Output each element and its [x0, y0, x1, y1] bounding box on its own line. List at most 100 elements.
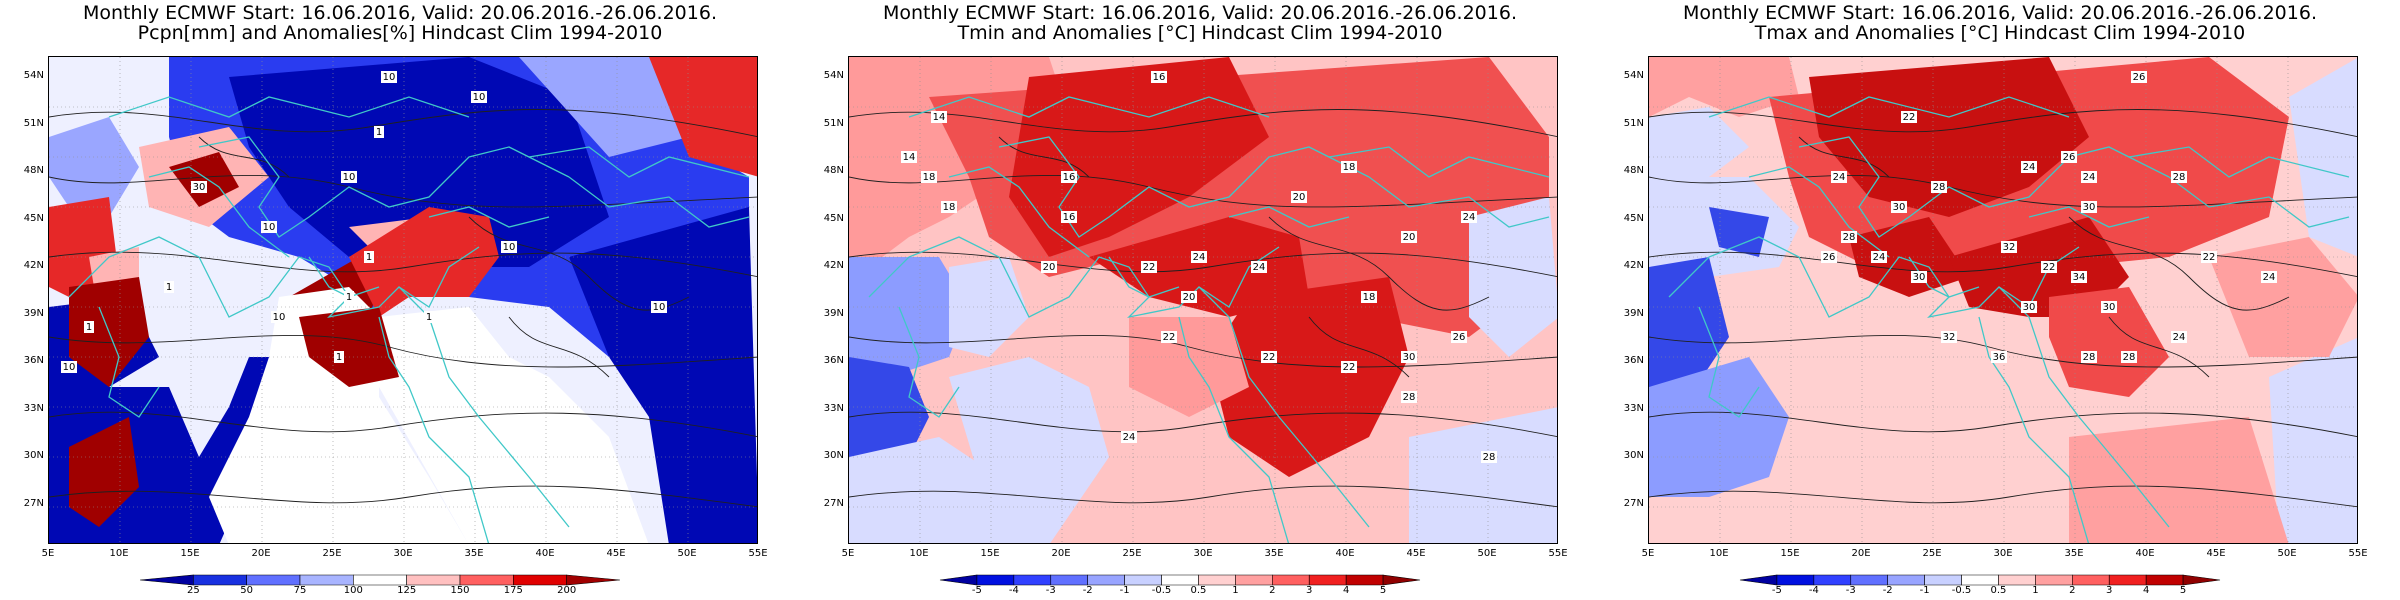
colorbar-segment: [1998, 574, 2036, 586]
colorbar-label: -0.5: [1951, 585, 1972, 596]
precipitation-panel: Monthly ECMWF Start: 16.06.2016, Valid: …: [0, 0, 800, 600]
contour-label-background: [2071, 271, 2087, 283]
coastline: [1698, 306, 1760, 418]
colorbar-segment: [1813, 574, 1852, 586]
coastline: [98, 306, 160, 418]
latitude-label: 33N: [1623, 402, 1644, 414]
contour-label-background: [471, 91, 487, 103]
colorbar-label: 3: [1306, 585, 1313, 596]
colorbar-segment: [2072, 574, 2110, 586]
latitude-label: 33N: [823, 402, 844, 414]
precipitation-map-canvas: 10 10 1 10 30 10 10 1 1 10 1 1 1 10 10 1: [49, 57, 757, 543]
colorbar-segment: [2145, 574, 2184, 586]
contour-label-background: [1161, 331, 1177, 343]
contour-label-background: [2041, 261, 2057, 273]
contour-line: [849, 334, 1557, 368]
contour-label: 14: [933, 112, 946, 123]
contour-label-background: [381, 71, 397, 83]
contour-label: 20: [1183, 292, 1196, 303]
longitude-label: 50E: [677, 548, 697, 559]
contour-label: 32: [1943, 332, 1956, 343]
latitude-label: 51N: [823, 117, 844, 129]
colorbar-label: -4: [1008, 585, 1019, 596]
latitude-label: 30N: [823, 450, 844, 462]
colorbar-label: -3: [1045, 585, 1056, 596]
latitude-label: 54N: [823, 70, 844, 81]
contour-label: 10: [473, 92, 486, 103]
colorbar-label: -0.5: [1151, 585, 1172, 596]
contour-label-background: [1261, 351, 1277, 363]
longitude-label: 55E: [1548, 548, 1568, 559]
latitude-label: 30N: [1623, 450, 1644, 462]
anomaly-area: [1649, 357, 1789, 497]
tmin-map-canvas: 14 16 16 18 14 18 18 20 16 20 22 20 24 22 24 18 20 24 26 30…: [849, 57, 1557, 543]
contour-label-background: [1831, 171, 1847, 183]
colorbar-label: -5: [971, 585, 982, 596]
contour-label: 28: [1843, 232, 1856, 243]
colorbar-label: 4: [1342, 585, 1350, 596]
contour-label: 22: [1343, 362, 1356, 373]
latitude-label: 27N: [23, 498, 44, 509]
contour-label: 26: [2133, 72, 2146, 83]
contour-label: 36: [1993, 352, 2006, 363]
colorbar-segment: [1272, 574, 1310, 586]
colorbar-segment: [1198, 574, 1236, 586]
colorbar-segment: [353, 574, 407, 586]
contour-label: 24: [1463, 212, 1476, 223]
longitude-label: 30E: [1993, 548, 2013, 559]
coastline: [108, 96, 470, 118]
coastline: [308, 256, 380, 298]
contour-line: [49, 485, 757, 508]
contour-label: 22: [1143, 262, 1156, 273]
colorbar-segment: [406, 574, 461, 586]
contour-line: [849, 251, 1557, 278]
coastline: [898, 306, 960, 418]
colorbar-label: 125: [397, 585, 417, 596]
contour-label-background: [84, 321, 94, 333]
colorbar-segment: [566, 574, 621, 586]
contour-line: [49, 334, 757, 368]
contour-label: 28: [2173, 172, 2186, 183]
contour-label-background: [1891, 201, 1907, 213]
colorbar-segment: [246, 574, 301, 586]
contour-label: 1: [346, 292, 352, 303]
coastline: [868, 236, 1280, 319]
contour-line: [49, 174, 757, 208]
coastline: [148, 166, 290, 258]
colorbar-segment: [513, 574, 567, 586]
colorbar-label: 175: [503, 585, 523, 596]
contour-line: [1649, 174, 2357, 208]
tmin-map: 14 16 16 18 14 18 18 20 16 20 22 20 24 22 24 18 20 24 26 30…: [848, 56, 1558, 544]
contour-label-background: [1141, 261, 1157, 273]
contour-label: 24: [2023, 162, 2036, 173]
coastline: [1748, 166, 1890, 258]
contour-label-background: [2261, 271, 2277, 283]
contour-label-background: [2081, 171, 2097, 183]
latitude-label: 27N: [823, 498, 844, 509]
colorbar-label: -3: [1845, 585, 1856, 596]
contour-label-background: [344, 291, 354, 303]
anomaly-area: [949, 357, 1109, 543]
panel-title: Monthly ECMWF Start: 16.06.2016, Valid: …: [883, 2, 1517, 24]
contour-label-background: [1901, 111, 1917, 123]
contour-label-background: [1251, 261, 1267, 273]
contour-label: 1: [366, 252, 372, 263]
longitude-label: 15E: [1780, 548, 1800, 559]
contour-label: 24: [1253, 262, 1266, 273]
contour-label: 16: [1063, 172, 1076, 183]
longitude-label: 40E: [2135, 548, 2155, 559]
contour-label-background: [191, 181, 207, 193]
latitude-label: 45N: [823, 212, 844, 224]
coastline: [1978, 316, 2090, 543]
longitude-label: 50E: [1477, 548, 1497, 559]
longitude-label: 40E: [535, 548, 555, 559]
contour-label: 26: [1453, 332, 1466, 343]
colorbar-segment: [299, 574, 354, 586]
contour-label-background: [1401, 231, 1417, 243]
longitude-label: 45E: [606, 548, 626, 559]
anomaly-area: [1469, 197, 1557, 357]
latitude-label: 48N: [23, 165, 44, 177]
longitude-label: 45E: [1406, 548, 1426, 559]
contour-label: 30: [1893, 202, 1906, 213]
longitude-label: 5E: [41, 548, 55, 559]
